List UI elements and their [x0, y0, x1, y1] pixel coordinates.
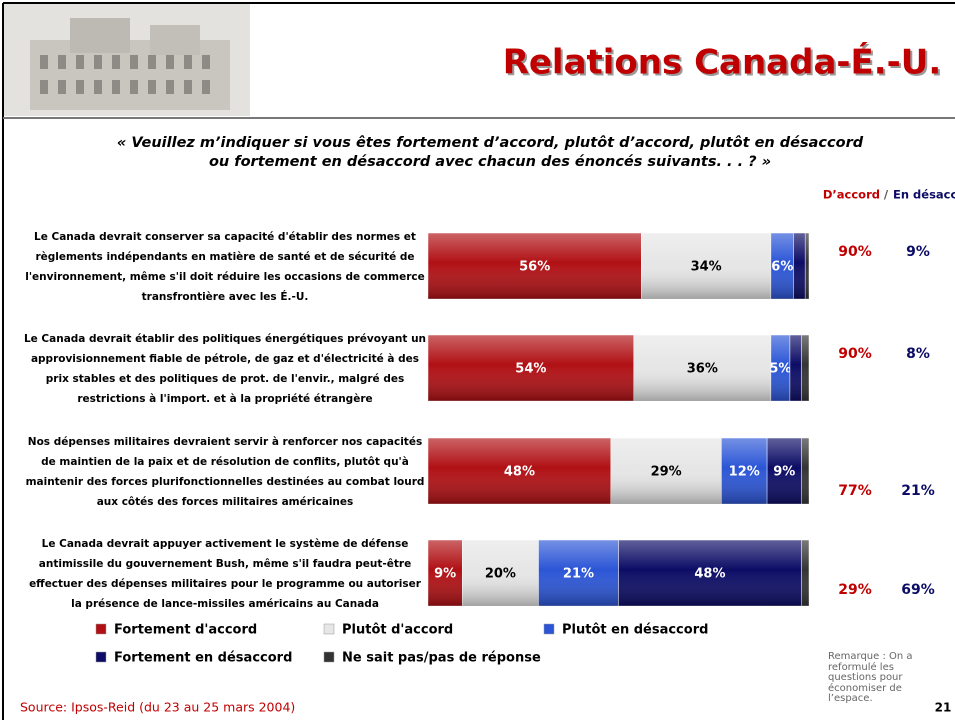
- data-label: 29%: [651, 465, 682, 480]
- note-box: Remarque : On a reformulé les questions …: [828, 652, 913, 704]
- bar-shading: [770, 233, 794, 299]
- data-label: 9%: [773, 465, 795, 480]
- disagree-total: 9%: [906, 244, 930, 260]
- question-box: « Veuillez m’indiquer si vous êtes forte…: [116, 135, 864, 170]
- bar-shading: [793, 233, 806, 299]
- agree-total: 90%: [838, 244, 872, 260]
- title-shadow: Relations Canada-É.-U.: [505, 44, 944, 85]
- bar-shading: [428, 233, 642, 299]
- bar-shading: [633, 335, 771, 401]
- category-label: Le Canada devrait appuyer activement le …: [29, 538, 421, 610]
- bar-shading: [801, 438, 809, 504]
- question-label-box: Le Canada devrait conserver sa capacité …: [25, 231, 425, 303]
- legend-label: Plutôt d'accord: [342, 623, 453, 638]
- bar-shading: [428, 438, 611, 504]
- agree-total: 77%: [838, 483, 872, 499]
- disagree-total: 8%: [906, 346, 930, 362]
- question: « Veuillez m’indiquer si vous êtes forte…: [116, 135, 864, 170]
- data-label: 54%: [515, 362, 546, 377]
- bar-shading: [801, 335, 809, 401]
- data-label: 56%: [519, 260, 550, 275]
- legend-swatch: [95, 623, 107, 635]
- bar-shading: [721, 438, 768, 504]
- bar-shading: [641, 233, 771, 299]
- data-label: 21%: [563, 567, 594, 582]
- bar-shading: [610, 438, 722, 504]
- category-label: Le Canada devrait établir des politiques…: [23, 333, 427, 405]
- legend-label: Fortement en désaccord: [114, 651, 292, 666]
- page-number: 21: [935, 701, 952, 715]
- legend-disagree: En désaccord: [893, 188, 955, 202]
- bar-shading: [618, 540, 802, 606]
- data-label: 5%: [769, 362, 791, 377]
- bar-shading: [428, 335, 634, 401]
- legend-label: Fortement d'accord: [114, 623, 257, 638]
- legend-swatch: [323, 651, 335, 663]
- data-label: 34%: [691, 260, 722, 275]
- data-label: 12%: [729, 465, 760, 480]
- title: Relations Canada-É.-U.: [503, 42, 942, 83]
- data-label: 48%: [504, 465, 535, 480]
- question-label-box: Nos dépenses militaires devraient servir…: [25, 436, 425, 508]
- legend-separator: /: [884, 188, 889, 202]
- bar-shading: [770, 335, 790, 401]
- data-label: 9%: [434, 567, 456, 582]
- data-label: 36%: [687, 362, 718, 377]
- bar-shading: [538, 540, 619, 606]
- legend-label: Ne sait pas/pas de réponse: [342, 651, 541, 666]
- data-label: 6%: [771, 260, 793, 275]
- agree-total: 29%: [838, 582, 872, 598]
- bar-shading: [789, 335, 802, 401]
- note: Remarque : On a reformulé les questions …: [828, 652, 913, 704]
- disagree-total: 21%: [901, 483, 935, 499]
- legend-agree: D’accord: [823, 188, 880, 202]
- bar-shading: [428, 540, 463, 606]
- category-label: Nos dépenses militaires devraient servir…: [25, 436, 425, 508]
- source: Source: Ipsos-Reid (du 23 au 25 mars 200…: [20, 700, 295, 715]
- category-label: Le Canada devrait conserver sa capacité …: [25, 231, 425, 303]
- legend-swatch: [543, 623, 555, 635]
- header-image: [4, 4, 250, 116]
- question-label-box: Le Canada devrait établir des politiques…: [23, 333, 427, 405]
- data-label: 48%: [694, 567, 725, 582]
- bar-shading: [462, 540, 539, 606]
- bar-shading: [805, 233, 809, 299]
- disagree-total: 69%: [901, 582, 935, 598]
- question-label-box: Le Canada devrait appuyer activement le …: [29, 538, 421, 610]
- legend-label: Plutôt en désaccord: [562, 623, 708, 638]
- legend-swatch: [323, 623, 335, 635]
- bar-shading: [801, 540, 809, 606]
- data-label: 20%: [485, 567, 516, 582]
- bar-shading: [767, 438, 802, 504]
- legend-swatch: [95, 651, 107, 663]
- agree-total: 90%: [838, 346, 872, 362]
